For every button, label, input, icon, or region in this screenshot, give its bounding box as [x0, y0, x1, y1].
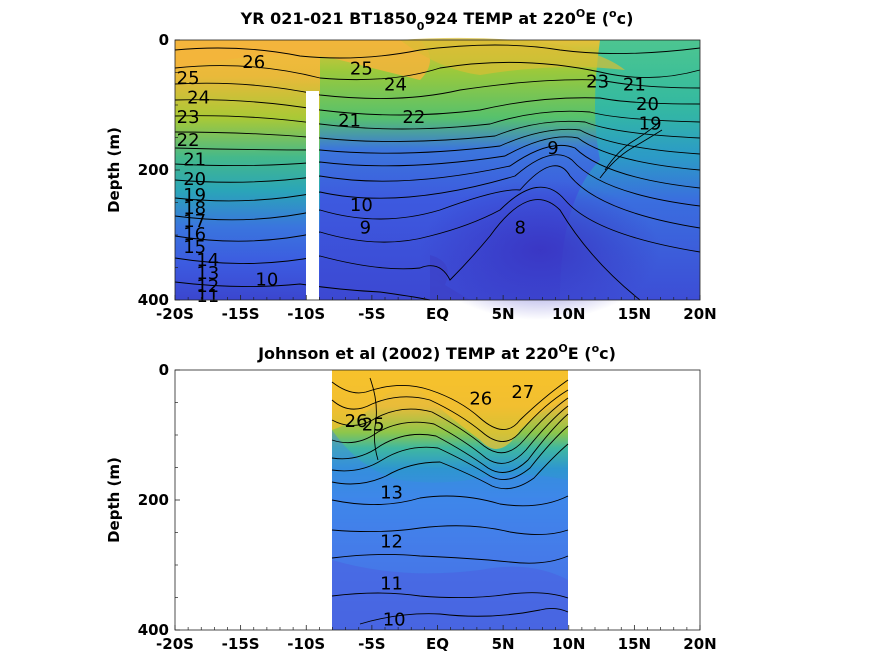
contour-label: 21	[338, 110, 361, 131]
contour-label: 26	[469, 388, 492, 409]
x-tick-label: -20S	[156, 305, 194, 323]
top-chart-fill	[175, 37, 700, 320]
contour-label: 24	[384, 75, 407, 96]
x-tick-label: 10N	[552, 305, 585, 323]
contour-label: 21	[183, 149, 206, 170]
contour-label: 25	[177, 68, 200, 89]
contour-label: 11	[196, 286, 219, 307]
y-tick-label: 200	[138, 491, 169, 509]
contour-label: 10	[255, 270, 278, 291]
x-tick-label: EQ	[426, 305, 449, 323]
contour-label: 19	[183, 185, 206, 206]
contour-label: 11	[380, 574, 403, 595]
y-tick-label: 200	[138, 161, 169, 179]
x-tick-label: -5S	[358, 635, 385, 653]
x-tick-label: 20N	[683, 305, 716, 323]
contour-label: 17	[183, 211, 206, 232]
contour-label: 16	[183, 224, 206, 245]
x-tick-label: 15N	[618, 305, 651, 323]
contour-label: 10	[350, 195, 373, 216]
contour-label: 9	[547, 138, 558, 159]
contour-label: 23	[586, 71, 609, 92]
contour-label: 18	[183, 198, 206, 219]
contour-label: 21	[623, 75, 646, 96]
top-chart-contour-lines	[174, 44, 701, 301]
top-chart-title: YR 021-021 BT18500924 TEMP at 220OE (oc)	[240, 7, 634, 33]
contour-label: 27	[511, 382, 534, 403]
contour-label: 13	[196, 263, 219, 284]
contour-label: 26	[242, 52, 265, 73]
contour-label: 23	[177, 107, 200, 128]
bottom-chart-fill	[332, 370, 568, 630]
bottom-chart-y-axis-label: Depth (m)	[105, 457, 123, 543]
y-tick-label: 400	[138, 291, 169, 309]
contour-label: 20	[636, 94, 659, 115]
contour-label: 26	[345, 411, 368, 432]
y-tick-label: 0	[159, 31, 169, 49]
top-chart-masked-column	[306, 91, 319, 300]
x-tick-label: -20S	[156, 635, 194, 653]
y-tick-label: 0	[159, 361, 169, 379]
x-tick-label: -15S	[222, 305, 260, 323]
x-tick-label: -15S	[222, 635, 260, 653]
x-tick-label: 10N	[552, 635, 585, 653]
contour-label: 25	[362, 414, 385, 435]
contour-label: 10	[383, 609, 406, 630]
x-tick-label: 20N	[683, 635, 716, 653]
contour-label: 22	[177, 130, 200, 151]
contour-label: 9	[360, 218, 371, 239]
bottom-chart-axes: -20S -15S -10S -5S EQ 5N 10N 15N 20N 0 200 400	[138, 361, 717, 653]
top-chart-contour-labels: 26 25252424232322222121212020191918171615…	[177, 52, 662, 307]
contour-label: 12	[196, 276, 219, 297]
contour-label: 8	[514, 218, 525, 239]
bottom-chart-contour-lines	[331, 377, 569, 625]
bottom-chart-title: Johnson et al (2002) TEMP at 220OE (oc)	[257, 342, 616, 363]
contour-label: 25	[350, 58, 373, 79]
x-tick-label: -10S	[287, 635, 325, 653]
y-tick-label: 400	[138, 621, 169, 639]
top-chart-y-axis-label: Depth (m)	[105, 127, 123, 213]
contour-label: 22	[402, 107, 425, 128]
x-tick-label: 5N	[492, 305, 515, 323]
top-chart: YR 021-021 BT18500924 TEMP at 220OE (oc)	[105, 7, 717, 323]
contour-label: 24	[187, 88, 210, 109]
contour-label: 12	[380, 531, 403, 552]
contour-label: 20	[183, 169, 206, 190]
x-tick-label: 5N	[492, 635, 515, 653]
contour-label: 13	[380, 483, 403, 504]
x-tick-label: EQ	[426, 635, 449, 653]
top-chart-axes: -20S -15S -10S -5S EQ 5N 10N 15N 20N 0 200 400	[138, 31, 717, 323]
contour-label: 15	[183, 237, 206, 258]
x-tick-label: 15N	[618, 635, 651, 653]
contour-label: 19	[639, 114, 662, 135]
x-tick-label: -10S	[287, 305, 325, 323]
bottom-chart: Johnson et al (2002) TEMP at 220OE (oc) …	[105, 342, 717, 653]
contour-label: 14	[196, 250, 219, 271]
x-tick-label: -5S	[358, 305, 385, 323]
